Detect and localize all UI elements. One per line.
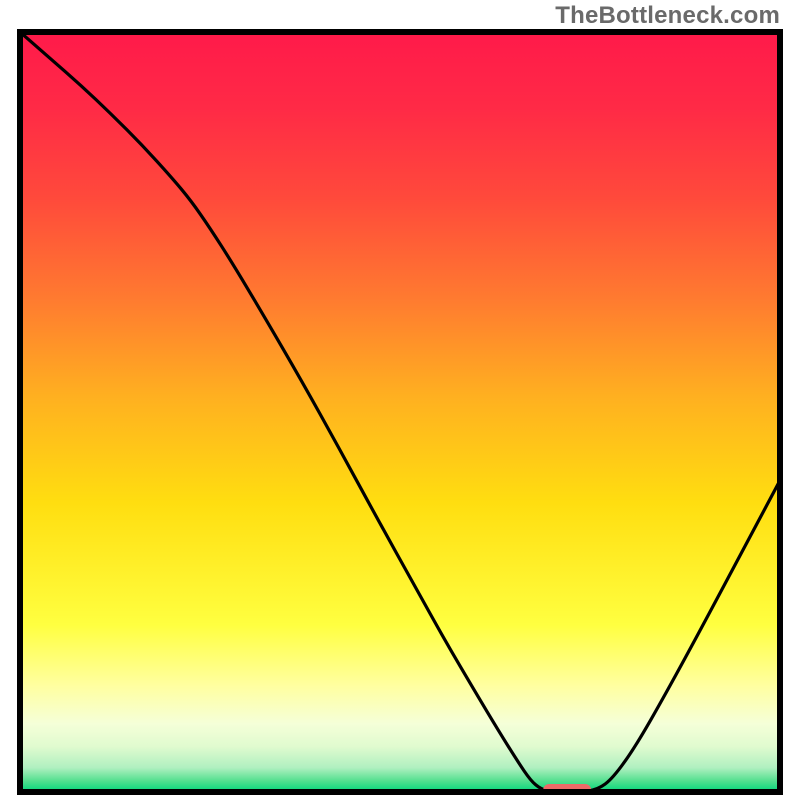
bottleneck-chart — [0, 0, 800, 800]
watermark-text: TheBottleneck.com — [555, 2, 780, 30]
gradient-background — [20, 32, 780, 792]
